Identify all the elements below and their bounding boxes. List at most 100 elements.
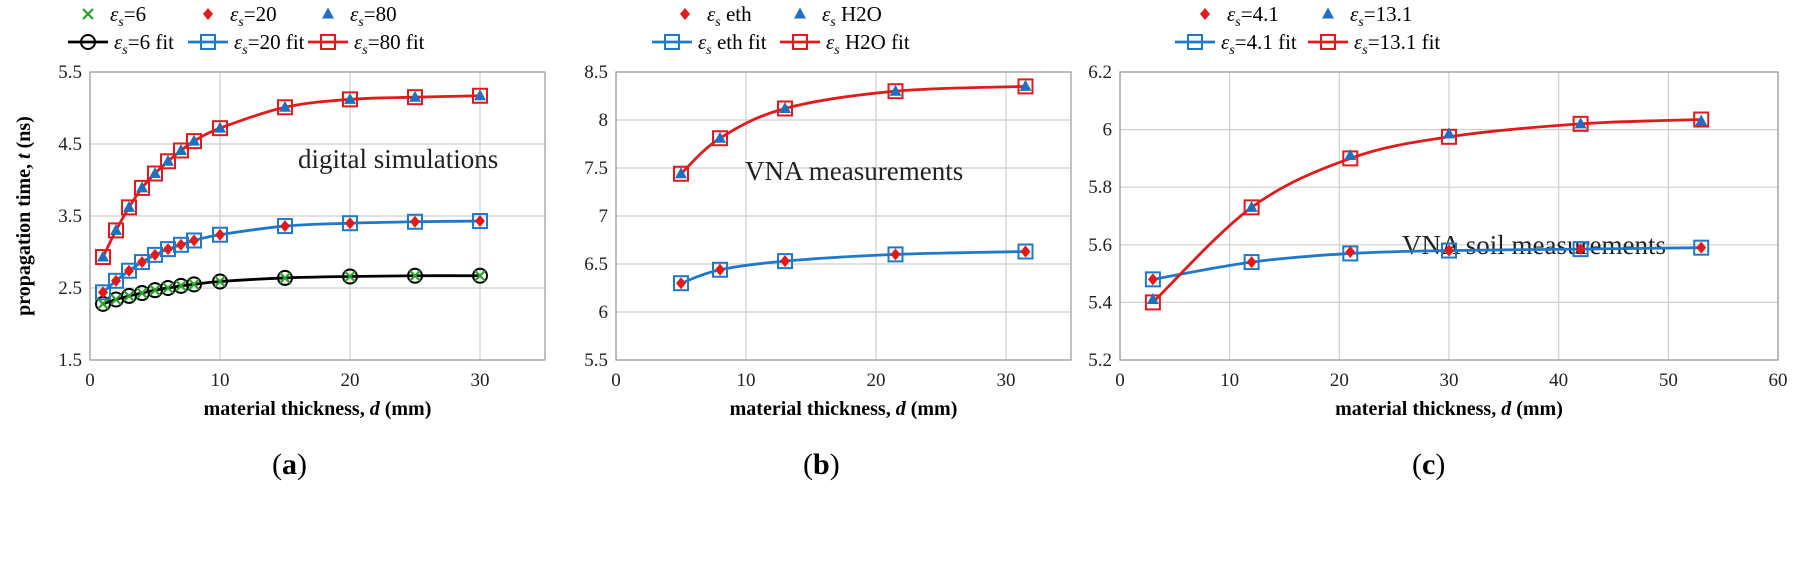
data-point <box>123 290 135 302</box>
data-point <box>97 250 109 262</box>
legend-label: εs=6 <box>110 2 146 30</box>
panel-label: (c) <box>1412 448 1445 481</box>
legend-marker <box>80 34 96 50</box>
chart-panel-1: 0 10 20 30 1.5 2.5 3.5 4.5 5.5 material thickness… <box>13 2 546 481</box>
data-point <box>409 269 421 282</box>
data-point-fit <box>1017 78 1034 95</box>
data-point-fit <box>407 89 423 106</box>
y-tick-label: 3.5 <box>58 206 82 227</box>
data-point <box>889 84 902 96</box>
data-point-fit <box>121 262 137 279</box>
data-point <box>136 181 148 193</box>
data-point-fit <box>887 83 904 100</box>
data-point <box>279 100 291 112</box>
x-axis-label: material thickness, d (mm) <box>730 398 958 420</box>
x-tick-label: 40 <box>1549 370 1568 391</box>
data-point <box>715 263 725 276</box>
y-tick-label: 8 <box>599 110 609 131</box>
data-point <box>149 284 161 296</box>
data-point <box>97 298 109 310</box>
x-axis-label: material thickness, d (mm) <box>204 398 432 420</box>
data-point-fit <box>147 165 163 182</box>
data-point <box>344 270 356 283</box>
data-point <box>1695 114 1708 126</box>
y-tick-label: 6 <box>1103 120 1113 141</box>
y-tick-label: 5.2 <box>1088 350 1112 371</box>
data-point <box>410 215 420 228</box>
y-tick-label: 5.5 <box>584 350 608 371</box>
data-point-fit <box>186 232 202 249</box>
data-point-fit <box>887 246 904 263</box>
data-point <box>1147 273 1158 286</box>
data-point-fit <box>212 120 228 137</box>
data-point-fit <box>472 213 488 230</box>
legend-label: εs=20 <box>230 2 277 30</box>
legend-label: εs=4.1 <box>1227 2 1279 30</box>
plot-frame <box>1119 71 1779 361</box>
data-point <box>1019 79 1032 91</box>
data-point <box>475 215 485 228</box>
legend-marker <box>1322 7 1334 19</box>
plot-annotation: VNA soil measurements <box>1402 230 1666 260</box>
data-point <box>188 134 200 146</box>
data-point <box>188 278 200 291</box>
data-point-fit <box>121 199 137 216</box>
legend-label: εs=20 fit <box>234 30 305 58</box>
data-point <box>344 92 356 104</box>
legend: εs=6 εs=20 εs=80 εs=6 fit εs=20 fit εs=80 fit <box>68 2 425 58</box>
legend-label: εs eth <box>707 2 752 30</box>
y-tick-label: 1.5 <box>58 350 82 371</box>
legend-marker <box>794 7 806 19</box>
data-point <box>163 243 173 256</box>
y-tick-label: 2.5 <box>58 278 82 299</box>
data-point-fit <box>472 267 488 284</box>
data-point <box>779 101 791 113</box>
data-point-fit <box>472 87 488 104</box>
data-point-fit <box>212 226 228 243</box>
plot-frame <box>89 71 546 361</box>
data-point <box>214 275 226 288</box>
data-point <box>111 274 121 287</box>
data-point <box>162 154 174 166</box>
y-tick-label: 6 <box>599 302 609 323</box>
data-point-fit <box>277 218 293 235</box>
data-point-fit <box>1693 111 1710 128</box>
data-point-fit <box>342 215 358 232</box>
legend-label: εs=80 fit <box>354 30 425 58</box>
legend-label: εs=80 <box>350 2 397 30</box>
data-point-fit <box>1243 254 1260 271</box>
data-point-fit <box>277 269 293 286</box>
legend-marker <box>200 34 216 50</box>
data-point-fit <box>1441 242 1457 259</box>
legend-label: εs eth fit <box>698 30 767 58</box>
data-point-fit <box>186 276 202 293</box>
y-tick-label: 4.5 <box>58 134 82 155</box>
y-tick-label: 7.5 <box>584 158 608 179</box>
legend-marker <box>1187 34 1203 50</box>
data-point-fit <box>777 100 793 117</box>
data-point-fit <box>1017 243 1034 260</box>
data-point-fit <box>1144 271 1161 288</box>
data-point-fit <box>673 275 689 292</box>
data-point <box>123 200 135 212</box>
x-tick-label: 30 <box>997 370 1016 391</box>
data-point <box>1344 149 1357 161</box>
data-point-fit <box>673 165 689 182</box>
x-tick-label: 60 <box>1769 370 1788 391</box>
x-tick-label: 0 <box>85 370 95 391</box>
legend-marker <box>203 8 213 20</box>
data-point <box>149 167 161 179</box>
data-point-fit <box>134 179 150 196</box>
legend-label: εs=6 fit <box>114 30 174 58</box>
legend: εs=4.1 εs=13.1 εs=4.1 fit εs=13.1 fit <box>1175 2 1440 58</box>
panel-label: (b) <box>803 448 840 481</box>
data-point-fit <box>1693 239 1710 256</box>
legend-label: εs=13.1 <box>1350 2 1412 30</box>
data-point-fit <box>186 133 202 150</box>
data-point <box>124 264 134 277</box>
data-point-fit <box>342 91 358 108</box>
legend-marker <box>1320 34 1336 50</box>
data-point <box>214 121 226 133</box>
data-point <box>345 217 355 230</box>
legend-marker <box>792 34 808 50</box>
